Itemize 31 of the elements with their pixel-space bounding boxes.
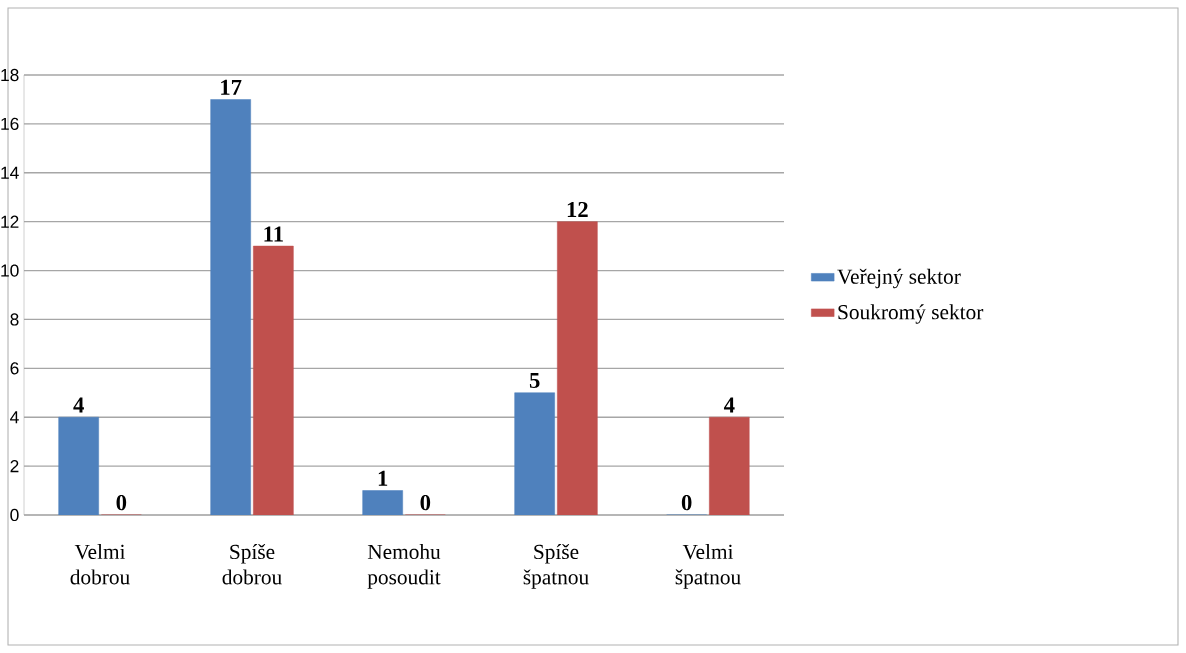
data-label: 12	[567, 201, 588, 217]
y-tick-label: 6	[10, 362, 19, 375]
bar	[362, 490, 403, 515]
x-tick-label: Velmi špatnou	[675, 544, 741, 589]
bar	[210, 99, 251, 515]
data-label: 1	[378, 470, 388, 486]
data-label: 5	[529, 372, 540, 389]
legend-label: Soukromý sektor	[838, 304, 984, 324]
data-label: 11	[264, 226, 283, 242]
x-tick-label: Velmi dobrou	[70, 544, 130, 585]
data-label: 17	[221, 79, 242, 95]
data-label: 0	[681, 494, 692, 511]
x-tick-label: Nemohu posoudit	[367, 544, 441, 589]
y-tick-label: 10	[1, 264, 19, 277]
y-tick-label: 12	[1, 215, 19, 228]
data-label: 0	[420, 494, 431, 511]
data-label: 4	[723, 397, 735, 413]
bar	[514, 392, 555, 515]
y-tick-label: 8	[10, 313, 19, 326]
y-tick-label: 0	[10, 508, 19, 522]
data-label: 0	[116, 494, 127, 511]
y-tick-label: 18	[1, 68, 19, 82]
data-label: 4	[73, 397, 84, 413]
x-tick-label: Spíše špatnou	[523, 544, 589, 589]
bar	[58, 416, 99, 515]
y-tick-label: 14	[1, 166, 19, 179]
y-tick-label: 16	[1, 117, 19, 131]
x-tick-label: Spíše dobrou	[222, 544, 282, 585]
legend-label: Veřejný sektor	[837, 268, 961, 289]
y-tick-label: 4	[10, 411, 19, 424]
y-tick-label: 2	[10, 460, 19, 473]
